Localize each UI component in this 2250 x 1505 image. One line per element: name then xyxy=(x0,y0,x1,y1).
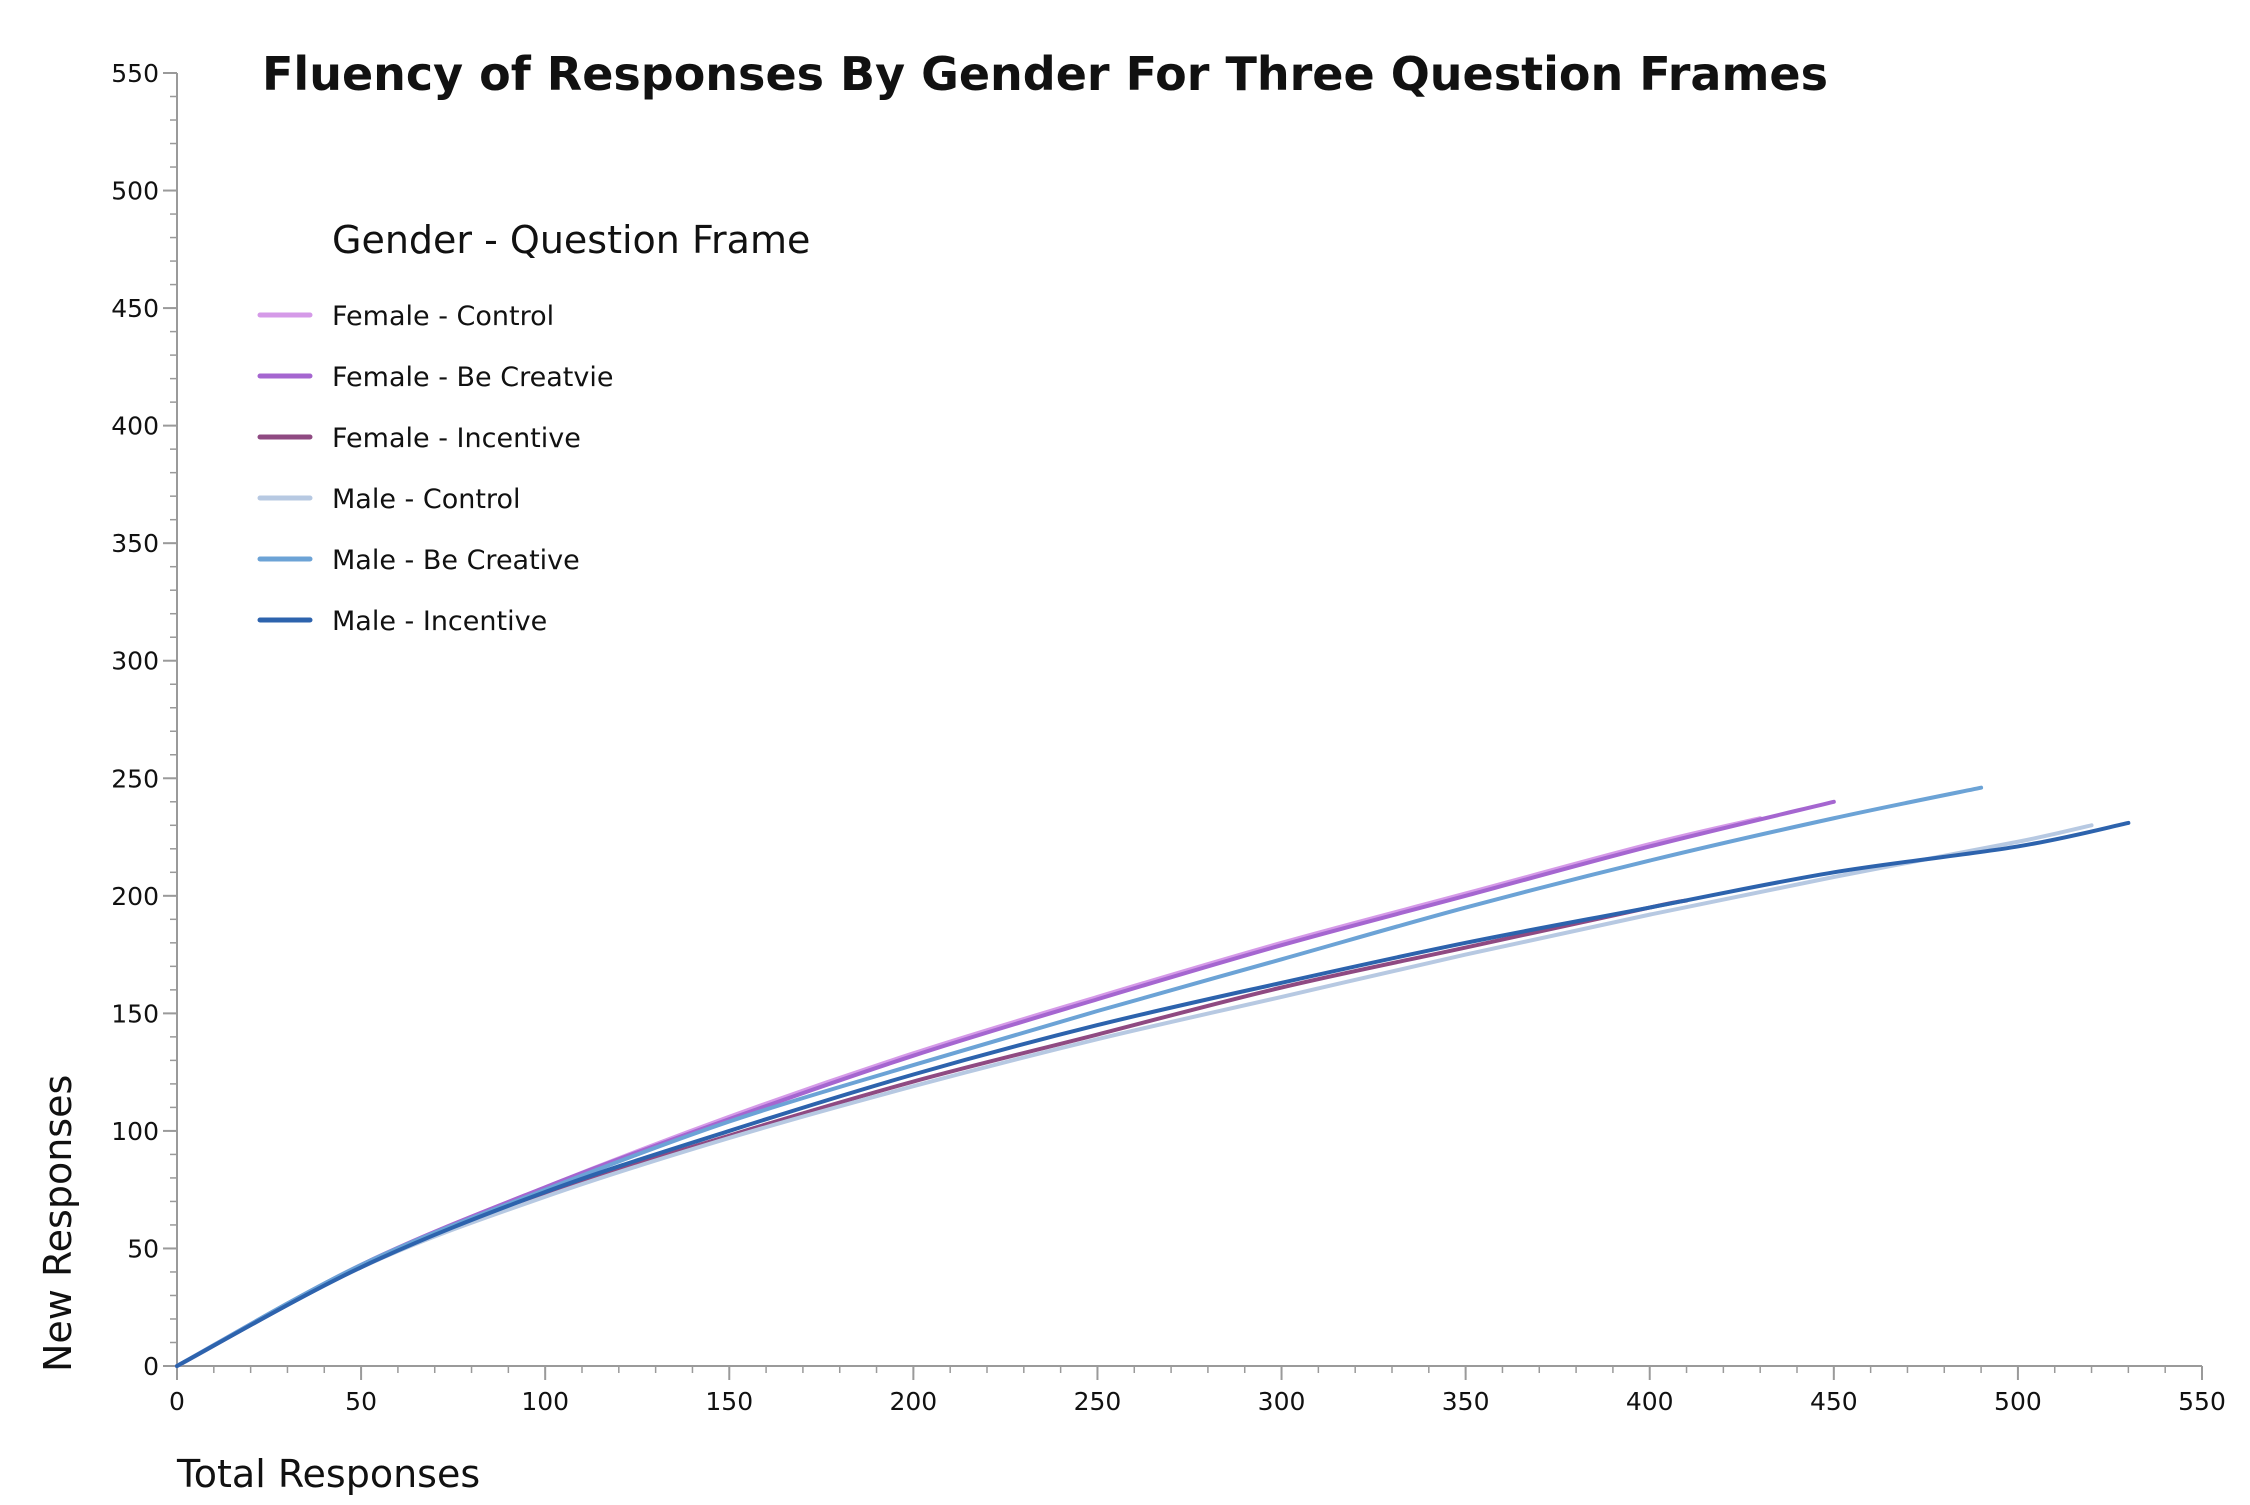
x-tick-label: 0 xyxy=(169,1387,185,1416)
legend-label-female-incentive: Female - Incentive xyxy=(332,423,581,454)
axes: 0 50 100 150 200 250 300 350 400 450 500 550 0 50 100 1… xyxy=(111,59,2226,1416)
series-line-male-incentive xyxy=(175,820,2131,1368)
x-tick-label: 400 xyxy=(1626,1387,1674,1416)
y-axis-title: New Responses xyxy=(36,1075,80,1372)
y-tick-label: 200 xyxy=(111,882,159,911)
y-tick-label: 450 xyxy=(111,294,159,323)
x-tick-label: 450 xyxy=(1810,1387,1858,1416)
series-line-female-be-creatvie xyxy=(175,799,1836,1368)
y-tick-label: 150 xyxy=(111,999,159,1028)
y-tick-label: 50 xyxy=(127,1234,159,1263)
y-tick-label: 300 xyxy=(111,647,159,676)
x-tick-label: 200 xyxy=(890,1387,938,1416)
legend-title: Gender - Question Frame xyxy=(332,218,810,262)
y-tick-label: 350 xyxy=(111,529,159,558)
x-axis-title: Total Responses xyxy=(176,1452,480,1496)
x-tick-label: 300 xyxy=(1258,1387,1306,1416)
x-tick-label: 350 xyxy=(1442,1387,1490,1416)
series-layer xyxy=(175,785,2131,1368)
chart-title: Fluency of Responses By Gender For Three… xyxy=(262,47,1828,101)
x-tick-label: 50 xyxy=(345,1387,377,1416)
y-tick-label: 250 xyxy=(111,764,159,793)
series-line-male-be-creative xyxy=(175,785,1984,1368)
y-tick-label: 550 xyxy=(111,59,159,88)
legend-label-male-be-creative: Male - Be Creative xyxy=(332,545,580,576)
x-tick-label: 100 xyxy=(521,1387,569,1416)
legend-label-male-control: Male - Control xyxy=(332,484,520,515)
legend-label-female-be-creatvie: Female - Be Creatvie xyxy=(332,362,613,393)
legend-label-female-control: Female - Control xyxy=(332,301,554,332)
y-tick-label: 400 xyxy=(111,412,159,441)
y-tick-label: 100 xyxy=(111,1117,159,1146)
y-tick-label: 500 xyxy=(111,177,159,206)
x-tick-label: 250 xyxy=(1074,1387,1122,1416)
x-tick-label: 550 xyxy=(2178,1387,2226,1416)
x-tick-label: 150 xyxy=(705,1387,753,1416)
legend-label-male-incentive: Male - Incentive xyxy=(332,606,547,637)
series-line-male-control xyxy=(175,823,2094,1368)
legend: Gender - Question Frame Female - Control… xyxy=(257,218,810,637)
x-tick-label: 500 xyxy=(1994,1387,2042,1416)
y-tick-label: 0 xyxy=(143,1352,159,1381)
series-line-female-control xyxy=(175,816,1763,1368)
series-line-female-incentive xyxy=(175,898,1689,1368)
